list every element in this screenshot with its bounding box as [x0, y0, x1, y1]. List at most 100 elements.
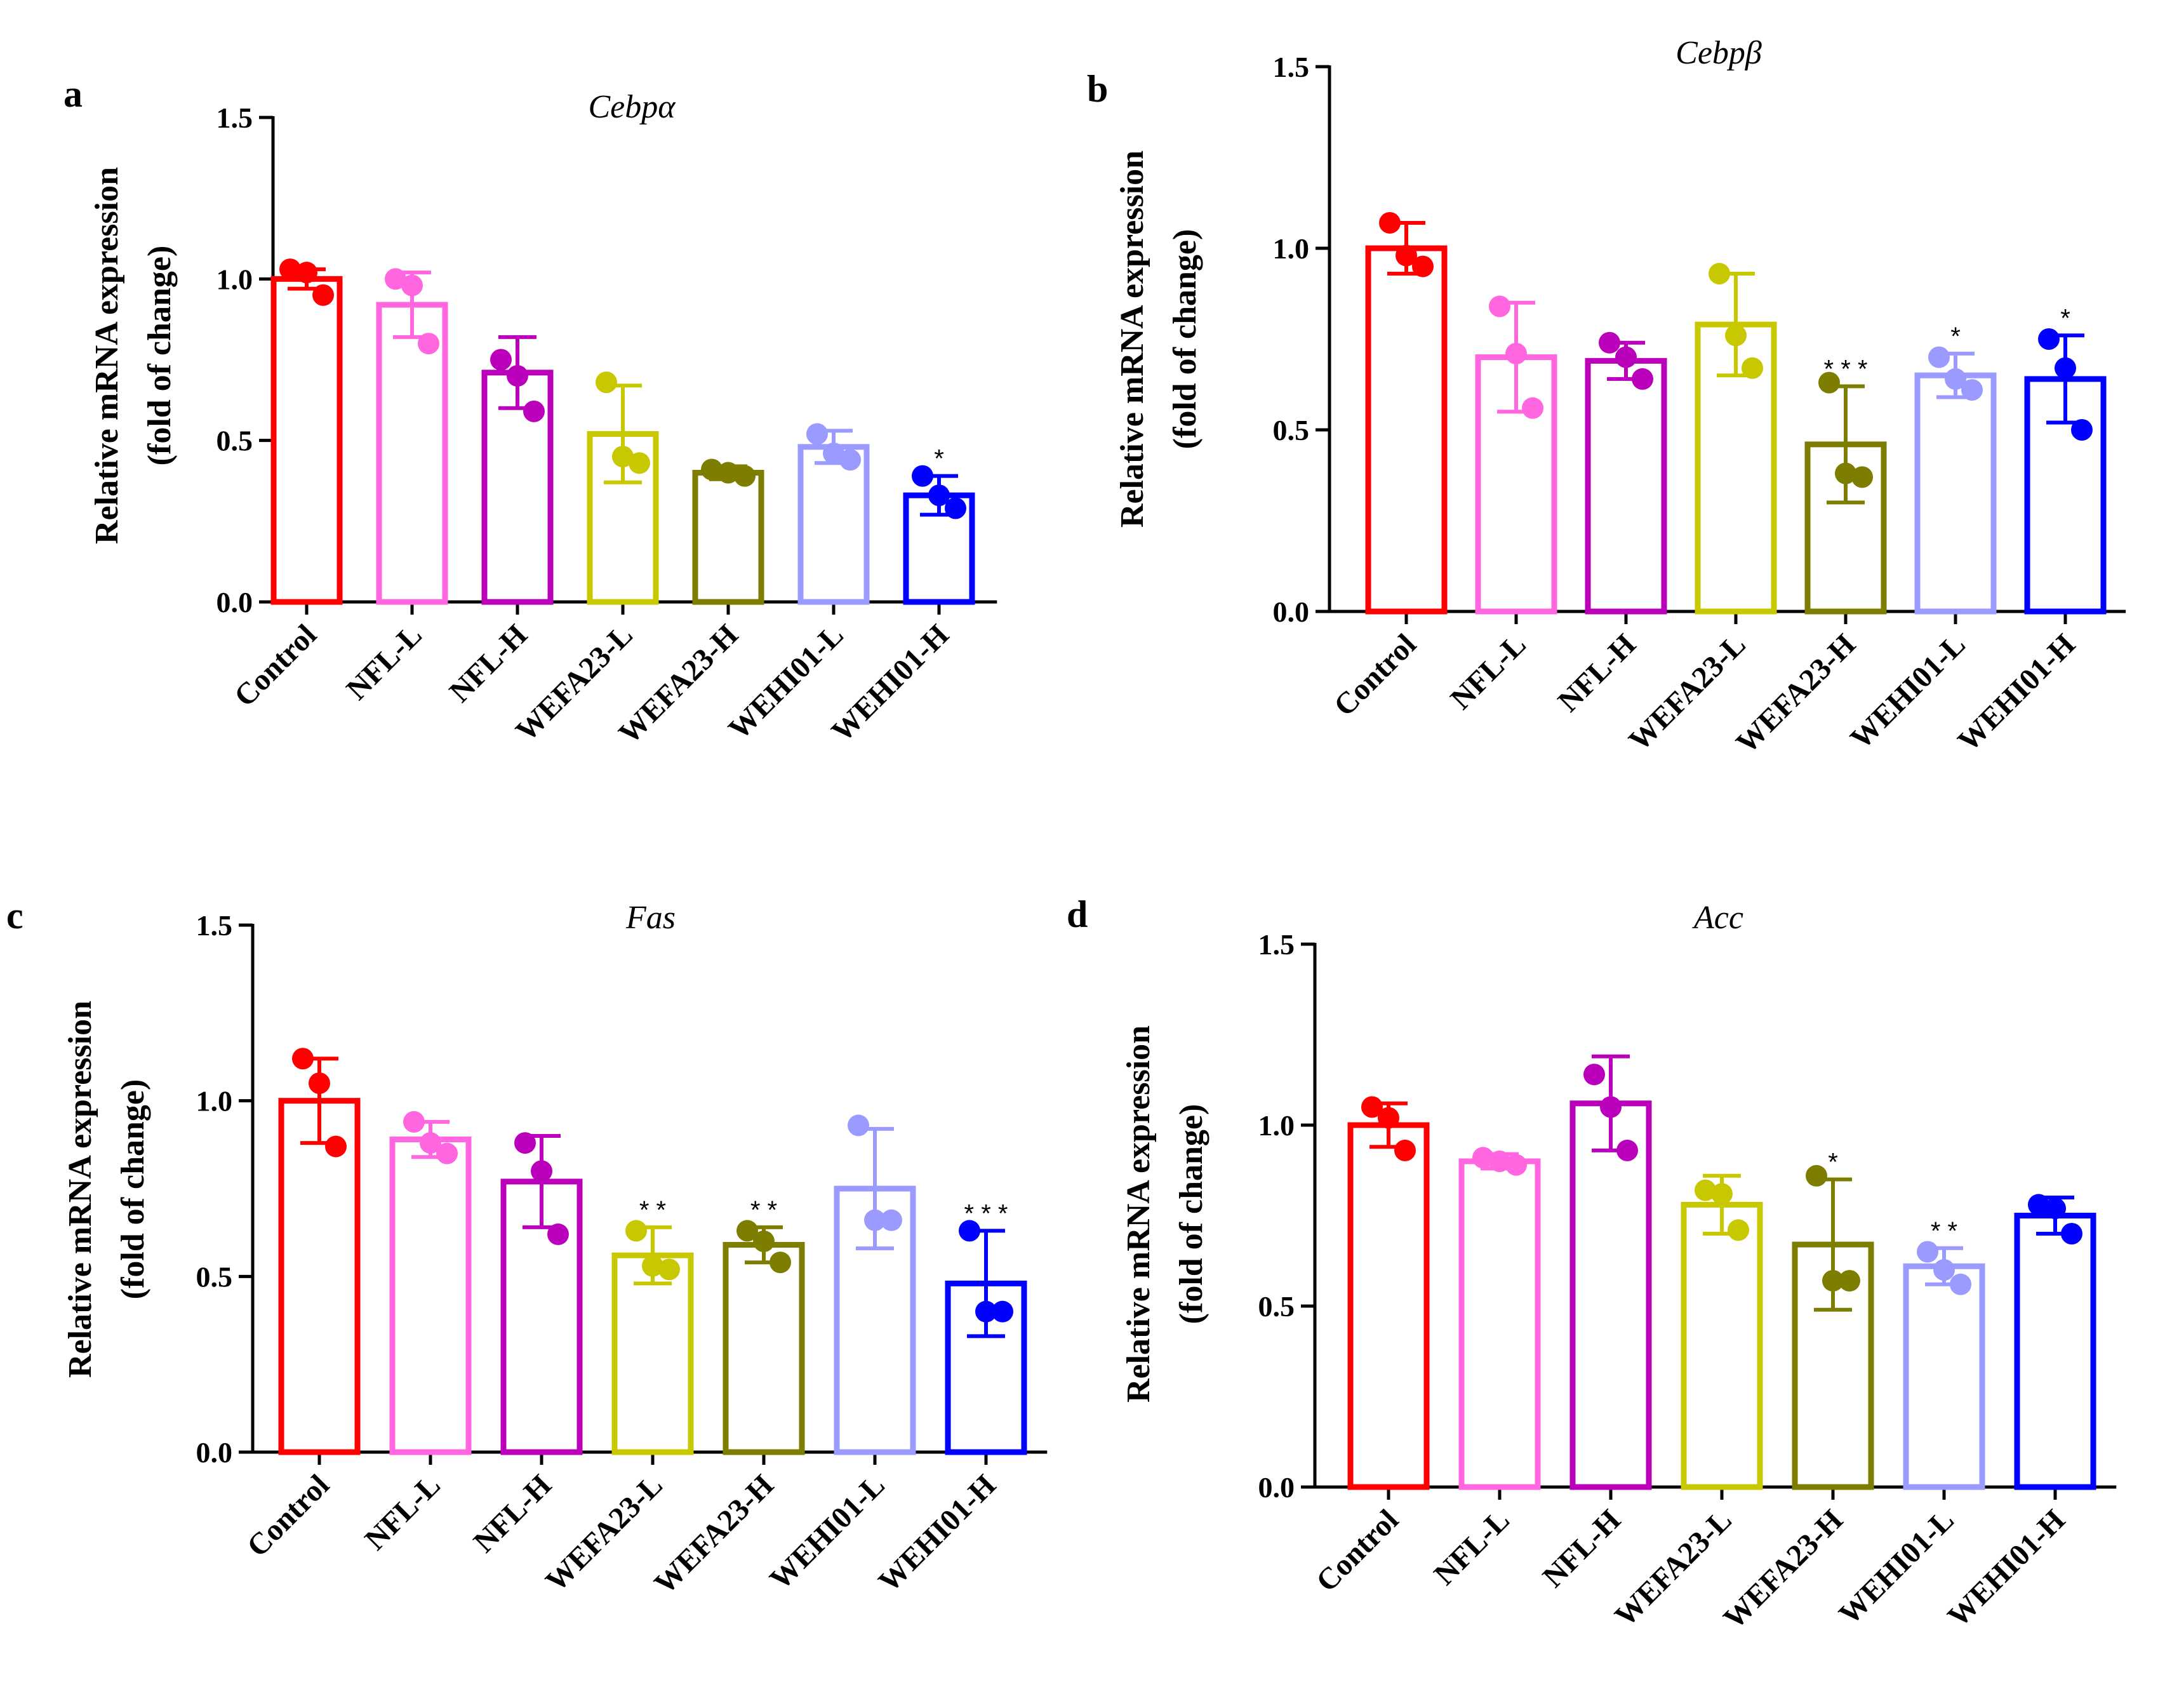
y-tick-label: 1.0 [1273, 232, 1310, 265]
data-point [296, 262, 317, 284]
bar [797, 444, 870, 605]
x-tick-label: WEFA23-H [1717, 1503, 1849, 1635]
x-tick-label: WEHI01-H [1941, 1503, 2071, 1633]
data-point [992, 1300, 1013, 1323]
data-point [2038, 328, 2060, 350]
data-point [2061, 1223, 2082, 1244]
data-point [279, 258, 301, 281]
x-tick-label: Control [228, 618, 323, 713]
y-tick-label: 1.5 [1258, 928, 1295, 961]
data-point [418, 333, 439, 355]
chart-panel-c: c Fas Relative mRNA expression (fold of cha… [6, 895, 1048, 1601]
y-tick-label: 0.0 [217, 586, 253, 618]
y-axis-label-2: (fold of change) [115, 1079, 151, 1300]
y-tick-label: 1.0 [196, 1085, 233, 1118]
data-point [1725, 324, 1747, 347]
data-point [1950, 1273, 1971, 1295]
x-tick-label: NFL-H [1536, 1503, 1627, 1594]
y-axis-label-2: (fold of change) [1167, 229, 1203, 450]
y-tick-label: 0.5 [1273, 414, 1310, 446]
panel-letter: c [6, 895, 23, 937]
y-tick-label: 0.5 [217, 425, 253, 457]
panel-letter: a [63, 73, 83, 115]
data-point [1709, 263, 1730, 285]
data-point [309, 1072, 330, 1094]
significance-label: * * * [1824, 355, 1868, 383]
significance-label: * [1828, 1149, 1838, 1177]
data-point [514, 1132, 536, 1154]
y-axis-label: Relative mRNA expression [89, 167, 125, 544]
y-tick-label: 0.5 [196, 1260, 233, 1293]
chart-title: Cebpα [588, 89, 676, 125]
x-tick-label: NFL-L [358, 1468, 446, 1556]
bar [723, 1242, 805, 1455]
data-point [1396, 244, 1417, 267]
x-tick-label: Control [1328, 627, 1423, 723]
y-tick-label: 1.0 [1258, 1109, 1295, 1142]
x-tick-label: WEFA23-H [648, 1468, 780, 1600]
data-point [1505, 1154, 1527, 1176]
data-point [1917, 1241, 1938, 1263]
data-point [1489, 1151, 1510, 1172]
y-tick-label: 1.5 [196, 909, 233, 942]
data-point [1378, 1107, 1399, 1129]
y-axis-label-2: (fold of change) [1173, 1104, 1209, 1324]
data-point [1806, 1164, 1827, 1187]
x-tick-label: WEHI01-L [763, 1468, 891, 1596]
chart-title: Cebpβ [1676, 35, 1762, 71]
data-point [1583, 1064, 1605, 1086]
bar [1681, 1201, 1763, 1490]
data-point [658, 1258, 680, 1281]
data-point [547, 1223, 569, 1245]
y-tick-label: 1.0 [217, 263, 253, 295]
data-point [2028, 1194, 2049, 1216]
y-axis-label-2: (fold of change) [142, 246, 178, 466]
data-point [701, 458, 723, 481]
data-point [881, 1209, 902, 1231]
bar [389, 1137, 472, 1455]
data-point [864, 1209, 886, 1231]
data-point [1505, 342, 1527, 364]
significance-label: * * [639, 1196, 666, 1224]
data-point [531, 1160, 552, 1182]
data-point [507, 364, 528, 387]
significance-label: * [934, 445, 944, 473]
x-tick-label: WEHI01-L [1832, 1503, 1961, 1631]
data-point [312, 284, 334, 306]
y-tick-label: 1.5 [217, 102, 253, 134]
significance-label: * * [750, 1196, 777, 1224]
data-point [975, 1300, 997, 1323]
data-point [292, 1048, 314, 1070]
data-point [403, 1111, 425, 1133]
panel-letter: b [1087, 68, 1108, 110]
x-tick-label: NFL-L [340, 618, 428, 706]
data-point [420, 1132, 441, 1154]
data-point [2044, 1198, 2066, 1220]
y-tick-label: 0.0 [1258, 1471, 1295, 1504]
data-point [1851, 466, 1873, 488]
x-tick-label: Control [1310, 1503, 1405, 1598]
data-point [2055, 357, 2076, 379]
bar [278, 1098, 361, 1455]
data-point [1695, 1179, 1716, 1201]
data-point [945, 497, 966, 519]
chart-panel-a: a Cebpα Relative mRNA expression (fold of c… [63, 73, 997, 751]
bar [1347, 1122, 1430, 1490]
data-point [1379, 211, 1401, 234]
data-point [1961, 379, 1983, 401]
data-point [1600, 1096, 1622, 1118]
data-point [1412, 255, 1434, 277]
x-tick-label: WEHI01-L [1844, 627, 1972, 756]
bar [2014, 1213, 2096, 1490]
data-point [912, 465, 933, 487]
chart-title: Acc [1692, 900, 1743, 936]
data-point [1835, 462, 1856, 484]
data-point [401, 274, 423, 297]
y-axis-label: Relative mRNA expression [62, 1001, 98, 1378]
data-point [823, 443, 844, 465]
x-tick-label: WEHI01-H [872, 1468, 1002, 1598]
significance-label: * [2060, 304, 2070, 332]
data-point [1632, 368, 1653, 390]
data-point [806, 423, 828, 445]
